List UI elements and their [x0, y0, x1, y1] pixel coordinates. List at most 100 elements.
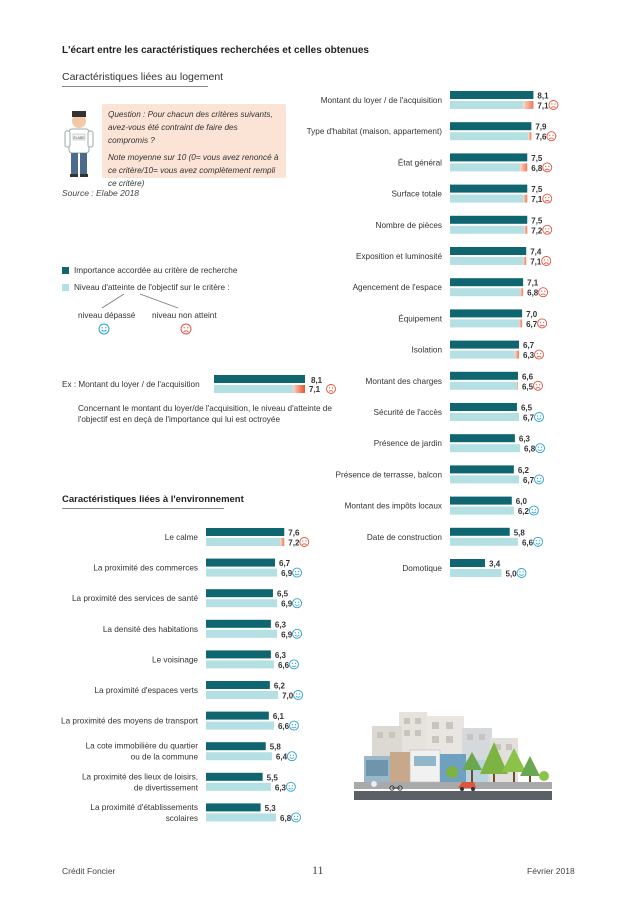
bar-atteinte — [206, 721, 274, 730]
sad-face-icon — [533, 380, 543, 391]
bar-gap — [520, 163, 528, 172]
question-note: Note moyenne sur 10 (0= vous avez renonc… — [108, 153, 279, 188]
value-label-importance: 5,3 — [265, 804, 277, 813]
bar-atteinte — [206, 599, 278, 608]
category-label: Agencement de l'espace — [353, 283, 443, 292]
badge-text: ELABE — [74, 136, 86, 140]
value-label-atteinte: 6,6 — [278, 661, 290, 670]
value-label-atteinte: 6,6 — [522, 538, 534, 547]
value-label-atteinte: 6,8 — [524, 445, 536, 454]
question-box: Question : Pour chacun des critères suiv… — [102, 104, 286, 188]
happy-face-icon — [533, 536, 543, 547]
value-label-importance: 6,3 — [275, 620, 287, 629]
value-label-importance: 7,9 — [535, 123, 547, 132]
value-label-atteinte: 5,0 — [506, 570, 518, 579]
category-label: Sécurité de l'accès — [374, 408, 442, 417]
bar-importance — [206, 742, 266, 751]
bar-atteinte — [206, 782, 271, 791]
legend-swatch-importance — [62, 267, 69, 274]
sad-face-icon — [542, 162, 553, 173]
sad-face-icon — [541, 256, 552, 266]
bar-gap — [528, 132, 532, 141]
value-label-importance: 6,1 — [273, 712, 285, 721]
value-label-atteinte: 6,7 — [523, 414, 535, 423]
value-label-atteinte: 7,1 — [531, 195, 543, 204]
bar-importance — [450, 403, 517, 411]
sad-face-icon — [546, 131, 557, 142]
bar-importance — [450, 122, 532, 131]
bar-gap — [514, 350, 520, 359]
sad-face-icon — [542, 224, 553, 235]
category-label: État général — [398, 157, 442, 167]
category-label: de divertissement — [134, 783, 199, 792]
bar-atteinte — [450, 257, 524, 265]
bar-gap — [280, 538, 285, 546]
legend-importance-label: Importance accordée au critère de recher… — [74, 266, 238, 275]
value-label-atteinte: 6,6 — [278, 722, 290, 731]
env-underline — [62, 508, 224, 509]
value-label-importance: 6,5 — [521, 404, 533, 413]
value-label-importance: 6,2 — [518, 466, 530, 475]
value-label-atteinte: 6,7 — [526, 320, 538, 329]
category-label: La densité des habitations — [103, 625, 198, 634]
bar-importance — [450, 247, 527, 255]
bar-gap — [523, 194, 528, 203]
category-label: Domotique — [402, 564, 442, 573]
section-title-logement: Caractéristiques liées au logement — [62, 71, 224, 83]
bar-importance — [450, 278, 524, 287]
bar-gap — [523, 257, 527, 265]
bar-atteinte — [450, 506, 514, 515]
legend-importance: Importance accordée au critère de recher… — [62, 266, 237, 275]
bar-atteinte — [450, 225, 525, 234]
value-label-atteinte: 7,2 — [531, 226, 543, 235]
bar-importance — [206, 528, 285, 536]
bar-gap — [519, 319, 523, 328]
happy-face-icon — [289, 659, 299, 670]
bar-importance — [450, 434, 515, 443]
category-label: Isolation — [412, 346, 443, 355]
value-label-importance: 6,2 — [274, 682, 286, 691]
bar-importance — [450, 559, 486, 567]
bar-importance — [450, 309, 523, 318]
category-label: Montant des charges — [366, 377, 442, 386]
bar-gap — [520, 288, 524, 297]
example-note: Concernant le montant du loyer/de l'acqu… — [78, 404, 332, 424]
sad-face-icon — [534, 349, 544, 360]
category-label: Date de construction — [367, 533, 443, 542]
bar-importance — [206, 650, 271, 659]
value-label-atteinte: 7,6 — [535, 133, 547, 142]
section-title-environnement: Caractéristiques liées à l'environnement — [62, 494, 244, 505]
bar-importance — [450, 215, 528, 224]
source-note: Source : Elabe 2018 — [62, 188, 140, 198]
sad-face-icon — [299, 537, 310, 547]
legend-connector-lines — [101, 293, 179, 309]
example-value-importance: 8,1 — [311, 376, 323, 385]
happy-face-icon — [528, 505, 539, 516]
bar-atteinte — [450, 475, 520, 484]
bar-importance — [206, 558, 276, 567]
bar-importance — [206, 803, 261, 812]
category-label: Présence de jardin — [374, 439, 443, 448]
value-label-importance: 6,3 — [519, 435, 531, 444]
category-label: Le calme — [165, 533, 199, 542]
value-label-importance: 5,8 — [514, 528, 526, 537]
section-underline — [62, 86, 208, 87]
bar-gap — [524, 225, 528, 234]
category-label: Montant des impôts locaux — [345, 502, 442, 511]
happy-face-icon — [291, 812, 301, 823]
value-label-atteinte: 6,8 — [280, 814, 292, 823]
category-label: Exposition et luminosité — [356, 252, 442, 261]
bar-atteinte — [450, 194, 524, 203]
bar-atteinte — [206, 660, 274, 669]
bar-importance — [450, 153, 528, 162]
happy-face-icon — [292, 598, 303, 609]
category-label: scolaires — [166, 814, 198, 823]
value-label-importance: 7,5 — [531, 185, 543, 194]
bar-atteinte — [450, 444, 521, 453]
city-illustration — [354, 712, 552, 800]
value-label-atteinte: 6,9 — [281, 569, 293, 578]
happy-face-icon — [292, 628, 303, 639]
category-label: Surface totale — [391, 190, 442, 199]
